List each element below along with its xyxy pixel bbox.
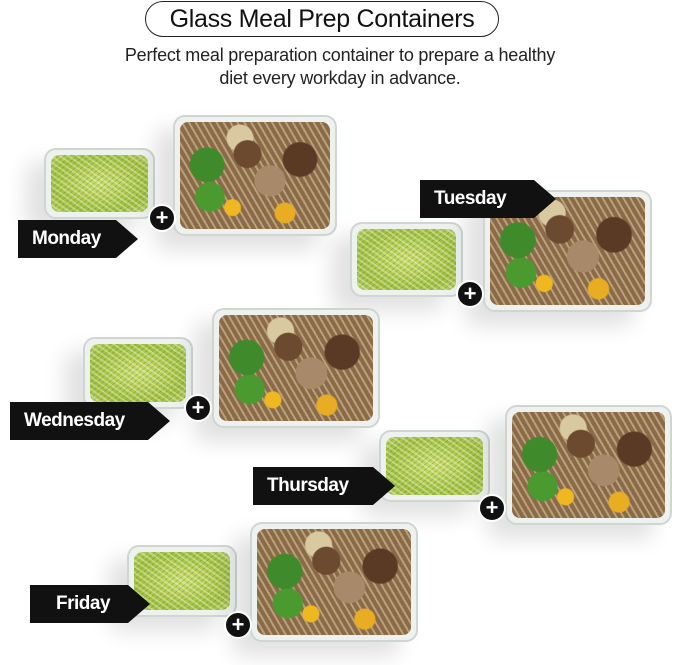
small-container-thursday — [379, 430, 490, 502]
large-container-monday — [173, 115, 337, 236]
plus-icon: + — [224, 611, 252, 639]
plus-icon: + — [478, 494, 506, 522]
small-container-wednesday — [83, 337, 193, 409]
plus-icon: + — [148, 204, 176, 232]
large-container-thursday — [505, 405, 672, 525]
large-container-wednesday — [212, 308, 380, 428]
page-title: Glass Meal Prep Containers — [145, 1, 499, 37]
large-container-friday — [250, 522, 418, 642]
plus-icon: + — [456, 280, 484, 308]
day-tag-thursday: Thursday — [253, 467, 395, 505]
small-container-monday — [44, 148, 155, 219]
day-tag-friday: Friday — [30, 585, 150, 623]
day-tag-monday: Monday — [18, 220, 138, 258]
small-container-tuesday — [350, 222, 463, 297]
subtitle-line-1: Perfect meal preparation container to pr… — [124, 45, 556, 65]
plus-icon: + — [184, 394, 212, 422]
subtitle-line-2: diet every workday in advance. — [219, 68, 461, 88]
day-tag-wednesday: Wednesday — [10, 402, 170, 440]
day-tag-tuesday: Tuesday — [420, 180, 556, 218]
